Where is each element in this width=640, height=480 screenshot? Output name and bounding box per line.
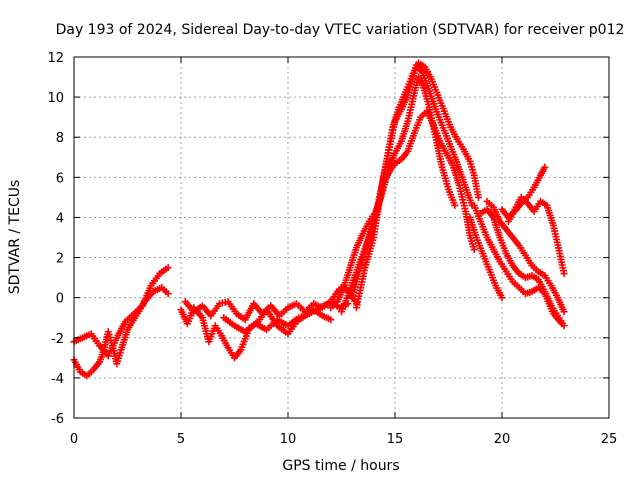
data-point [560, 308, 568, 316]
x-tick-label: 15 [387, 432, 404, 447]
plot-frame [73, 56, 610, 419]
data-point [560, 322, 568, 330]
data-point [164, 290, 172, 298]
y-tick-label: 6 [56, 171, 64, 186]
series-track-10 [466, 213, 506, 302]
data-points [70, 59, 568, 380]
y-tick-label: -2 [51, 332, 64, 347]
data-point [164, 264, 172, 272]
data-point [541, 163, 549, 171]
chart-title: Day 193 of 2024, Sidereal Day-to-day VTE… [56, 22, 625, 38]
series-track-12 [477, 205, 568, 330]
data-point [474, 193, 482, 201]
y-axis-label: SDTVAR / TECUs [7, 180, 23, 295]
x-axis-label: GPS time / hours [282, 458, 399, 474]
series-track-5 [220, 282, 360, 336]
data-point [560, 270, 568, 278]
y-tick-label: 8 [56, 131, 64, 146]
y-tick-label: -4 [51, 372, 64, 387]
data-point [451, 201, 459, 209]
data-point [470, 246, 478, 254]
data-point [327, 316, 335, 324]
x-tick-label: 0 [70, 432, 78, 447]
data-point [498, 294, 506, 302]
series-track-15 [504, 193, 568, 278]
x-tick-label: 10 [280, 432, 297, 447]
y-tick-label: 4 [56, 211, 64, 226]
axis-ticks: 0 5 10 15 20 25 -6 -4 -2 0 2 4 6 8 10 12 [47, 51, 617, 447]
series-track-4 [181, 298, 352, 324]
series-track-9 [352, 61, 476, 312]
x-tick-label: 20 [494, 432, 511, 447]
series-track-14 [498, 163, 549, 221]
y-tick-label: 2 [56, 252, 64, 267]
grid [74, 57, 609, 418]
x-tick-label: 25 [601, 432, 618, 447]
y-tick-label: 12 [47, 51, 64, 66]
y-tick-label: 0 [56, 292, 64, 307]
series-track-13 [483, 197, 568, 316]
y-tick-label: 10 [47, 91, 64, 106]
y-tick-label: -6 [51, 412, 64, 427]
x-tick-label: 5 [177, 432, 185, 447]
